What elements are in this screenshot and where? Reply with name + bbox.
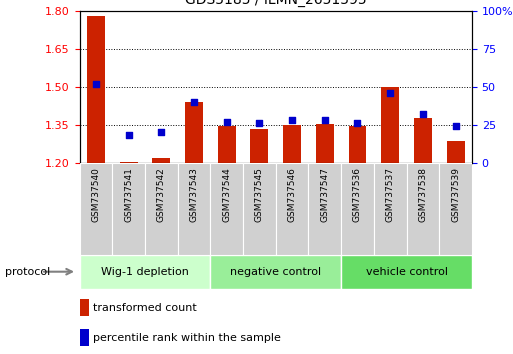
Bar: [447, 141, 465, 163]
Text: GSM737540: GSM737540: [91, 167, 101, 222]
Bar: [80, 255, 210, 289]
Bar: [218, 126, 235, 163]
Point: [125, 133, 133, 138]
Text: negative control: negative control: [230, 267, 321, 277]
Text: GSM737539: GSM737539: [451, 167, 460, 222]
Text: GSM737545: GSM737545: [255, 167, 264, 222]
Point: [255, 120, 264, 126]
Text: vehicle control: vehicle control: [366, 267, 447, 277]
Bar: [120, 161, 137, 163]
Text: Wig-1 depletion: Wig-1 depletion: [101, 267, 189, 277]
Bar: [87, 16, 105, 163]
Text: transformed count: transformed count: [93, 303, 197, 313]
Bar: [316, 124, 334, 163]
Bar: [414, 119, 432, 163]
Bar: [341, 255, 472, 289]
Bar: [250, 129, 268, 163]
Bar: [210, 255, 341, 289]
Bar: [80, 163, 112, 255]
Bar: [210, 163, 243, 255]
Bar: [275, 163, 308, 255]
Bar: [341, 163, 374, 255]
Text: protocol: protocol: [5, 267, 50, 277]
Bar: [439, 163, 472, 255]
Point: [386, 90, 394, 96]
Text: GSM737541: GSM737541: [124, 167, 133, 222]
Point: [451, 124, 460, 129]
Point: [157, 130, 165, 135]
Bar: [348, 126, 366, 163]
Bar: [243, 163, 276, 255]
Bar: [185, 102, 203, 163]
Text: GSM737536: GSM737536: [353, 167, 362, 222]
Text: GSM737546: GSM737546: [288, 167, 297, 222]
Title: GDS5185 / ILMN_2651595: GDS5185 / ILMN_2651595: [185, 0, 367, 7]
Bar: [80, 299, 89, 316]
Point: [92, 81, 100, 86]
Text: GSM737544: GSM737544: [222, 167, 231, 222]
Bar: [80, 329, 89, 346]
Text: percentile rank within the sample: percentile rank within the sample: [93, 333, 281, 343]
Point: [353, 120, 362, 126]
Point: [190, 99, 198, 105]
Text: GSM737537: GSM737537: [386, 167, 394, 222]
Bar: [406, 163, 439, 255]
Bar: [145, 163, 177, 255]
Bar: [283, 125, 301, 163]
Bar: [112, 163, 145, 255]
Bar: [308, 163, 341, 255]
Bar: [381, 87, 399, 163]
Bar: [177, 163, 210, 255]
Point: [419, 111, 427, 117]
Text: GSM737538: GSM737538: [419, 167, 427, 222]
Text: GSM737543: GSM737543: [189, 167, 199, 222]
Bar: [152, 158, 170, 163]
Text: GSM737547: GSM737547: [320, 167, 329, 222]
Bar: [374, 163, 406, 255]
Text: GSM737542: GSM737542: [157, 167, 166, 222]
Point: [321, 118, 329, 123]
Point: [288, 118, 296, 123]
Point: [223, 119, 231, 125]
